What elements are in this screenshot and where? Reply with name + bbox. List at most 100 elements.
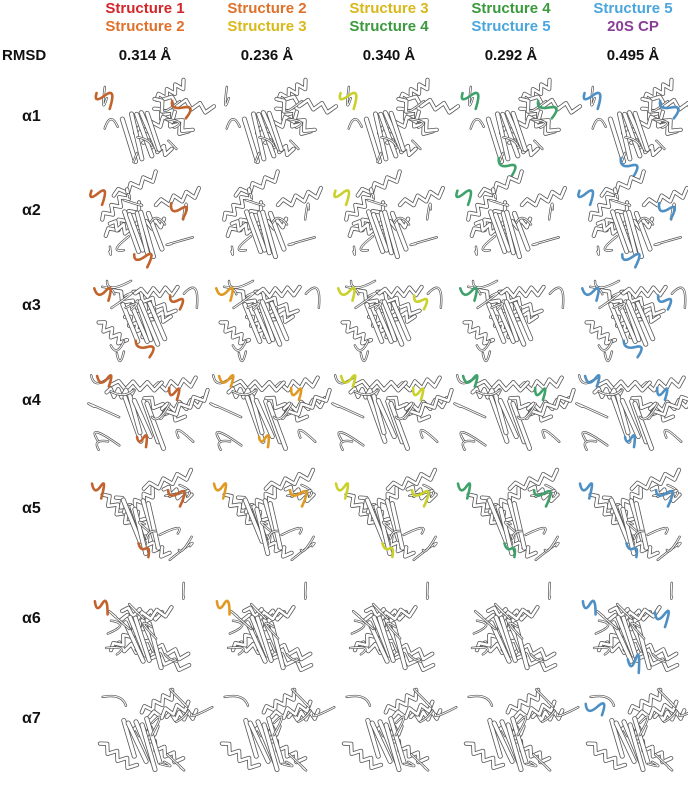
structure-cell-4-2 [204,365,332,465]
highlighted-region [657,202,677,221]
column-header-3: Structure 3 Structure 4 [324,0,454,36]
structure-cell-4-5 [570,365,688,465]
protein-ribbon [348,581,436,672]
protein-structure-image [463,687,580,773]
protein-structure-image [214,279,321,363]
highlighted-region [458,286,478,302]
highlighted-region [333,189,351,207]
highlighted-region [410,488,430,508]
structure-cell-7-4 [448,685,580,785]
protein-ribbon [577,169,688,269]
column-header-line2: Structure 2 [105,18,185,35]
rmsd-value-5: 0.495 Å [606,47,660,64]
column-header-5: Structure 5 20S CP [568,0,688,36]
highlighted-region [334,482,350,500]
highlighted-region [625,541,639,559]
structure-cell-5-2 [204,467,324,570]
protein-structure-image [336,279,443,363]
highlighted-region [582,91,602,111]
structure-cell-2-5 [570,169,688,275]
structure-cell-2-4 [448,169,568,275]
protein-structure-image [460,77,583,179]
highlighted-region [212,482,228,500]
highlighted-region [134,339,155,359]
protein-ribbon [338,77,461,164]
highlighted-region [658,99,680,120]
highlighted-region [533,386,547,402]
column-header-2: Structure 2 Structure 3 [202,0,332,36]
highlighted-region [412,294,429,311]
highlighted-region [655,386,669,402]
protein-ribbon [341,687,458,773]
protein-structure-image [455,169,567,260]
rmsd-value-1: 0.314 Å [118,47,172,64]
highlighted-region [626,653,641,675]
column-header-1: Structure 1 Structure 2 [80,0,210,36]
structure-cell-5-1 [82,467,202,570]
protein-ribbon [87,374,210,451]
highlighted-region [456,482,472,500]
row-label-4: α4 [22,392,41,409]
protein-ribbon [463,687,580,773]
column-header-line2: Structure 5 [471,18,551,35]
highlighted-region [95,374,113,388]
protein-structure-image [456,467,560,562]
structure-cell-1-3 [326,77,461,180]
highlighted-region [166,488,186,508]
protein-structure-image [209,374,332,451]
protein-ribbon [331,374,454,451]
structure-cell-3-3 [326,270,446,370]
protein-ribbon [453,374,576,451]
row-label-1: α1 [22,108,41,125]
protein-structure-image [89,169,201,269]
highlighted-region [622,339,643,359]
structure-cell-4-3 [326,365,454,465]
protein-ribbon [222,169,323,260]
highlighted-region [338,91,358,111]
protein-ribbon [581,581,680,675]
highlighted-region [168,294,185,311]
highlighted-region [584,702,606,717]
highlighted-region [336,286,356,302]
protein-structure-image [582,77,688,179]
structure-cell-3-4 [448,270,568,370]
highlighted-region [169,202,189,221]
highlighted-region [578,482,594,500]
protein-ribbon [580,279,687,363]
protein-ribbon [89,169,201,269]
highlighted-region [215,599,231,616]
column-header-line2: 20S CP [607,18,659,35]
protein-ribbon [334,467,438,562]
highlighted-region [217,374,235,388]
highlighted-region [381,541,395,559]
protein-ribbon [212,467,316,562]
protein-ribbon [209,374,332,451]
highlighted-region [167,386,181,402]
structure-cell-7-2 [204,685,336,785]
protein-ribbon [336,279,443,363]
protein-ribbon [214,279,321,363]
highlighted-region [656,294,673,311]
protein-ribbon [333,169,445,260]
highlighted-region [577,189,595,207]
protein-ribbon [92,279,199,363]
column-header-line1: Structure 4 [471,0,551,17]
structure-cell-6-4 [448,581,568,685]
highlighted-region [581,599,597,616]
structure-cell-1-2 [204,77,339,180]
protein-structure-image [333,169,445,260]
structure-cell-5-3 [326,467,446,570]
highlighted-region [620,252,641,269]
highlighted-region [257,434,271,449]
column-header-line1: Structure 2 [227,0,307,17]
highlighted-region [89,189,107,207]
highlighted-region [90,482,106,500]
structure-cell-7-1 [82,685,214,785]
highlighted-region [503,541,517,559]
highlighted-region [455,189,473,207]
protein-structure-image [212,467,316,562]
highlighted-region [536,99,558,120]
protein-structure-image [92,279,199,363]
structure-cell-3-1 [82,270,202,370]
